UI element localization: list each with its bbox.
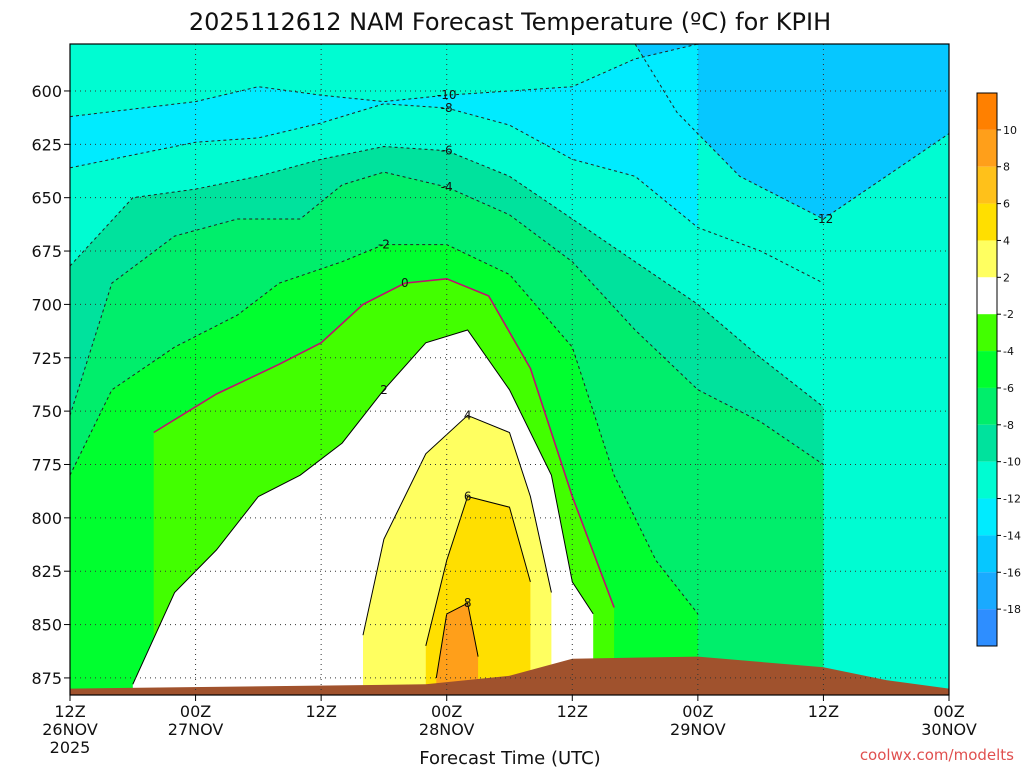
colorbar-swatch [977, 93, 997, 130]
contour-line-0 [153, 277, 615, 608]
colorbar-swatch [977, 203, 997, 241]
contour-label-4: 4 [464, 408, 472, 422]
x-tick-label: 30NOV [921, 720, 977, 739]
colorbar-tick-label: 2 [1003, 271, 1010, 284]
colorbar-swatch [977, 240, 997, 278]
chart-title: 2025112612 NAM Forecast Temperature (ºC)… [189, 8, 831, 36]
y-tick-label: 875 [31, 669, 62, 688]
contour-label-2: 2 [380, 383, 388, 397]
y-tick-label: 700 [31, 295, 62, 314]
colorbar-swatch [977, 461, 997, 499]
colorbar-swatch [977, 535, 997, 573]
colorbar-swatch [977, 166, 997, 204]
colorbar-tick-label: 4 [1003, 234, 1010, 247]
colorbar-tick-label: -6 [1003, 382, 1014, 395]
y-axis: 600 625 650 675 700 725 750 775 800 825 850 875 [31, 82, 70, 688]
y-tick-label: 750 [31, 402, 62, 421]
x-tick-label: 2025 [50, 738, 91, 757]
colorbar-swatch [977, 387, 997, 425]
x-tick-label: 00Z [933, 702, 964, 721]
colorbar-tick-label: -16 [1003, 566, 1021, 579]
y-tick-label: 775 [31, 455, 62, 474]
colorbar-tick-label: -2 [1003, 308, 1014, 321]
credit-text: coolwx.com/modelts [860, 746, 1014, 764]
colorbar-tick-label: 10 [1003, 124, 1017, 137]
y-tick-label: 675 [31, 242, 62, 261]
contour-label--8: -8 [441, 101, 453, 115]
y-tick-label: 650 [31, 189, 62, 208]
plot-frame [69, 43, 950, 696]
contour-label--10: -10 [437, 88, 457, 102]
x-tick-label: 28NOV [419, 720, 475, 739]
y-tick-label: 625 [31, 135, 62, 154]
contour-line-2 [132, 329, 594, 685]
colorbar-swatch [977, 277, 997, 315]
colorbar-swatch [977, 572, 997, 610]
colorbar-tick-label: 6 [1003, 198, 1010, 211]
contour-line--12 [634, 44, 949, 220]
contour-label--2: -2 [378, 238, 390, 252]
colorbar-tick-label: -8 [1003, 419, 1014, 432]
colorbar-swatch [977, 609, 997, 646]
colorbar-tick-label: -14 [1003, 529, 1021, 542]
y-tick-label: 825 [31, 562, 62, 581]
contour-label-8: 8 [464, 596, 472, 610]
y-tick-label: 725 [31, 349, 62, 368]
contour-line--8 [70, 103, 824, 284]
colorbar-frame [976, 92, 998, 647]
colorbar-tick-label: -12 [1003, 493, 1021, 506]
x-tick-label: 27NOV [168, 720, 224, 739]
colorbar: 10 8 6 4 2 -2 -4 -6 -8 -10 -12 -14 -16 -18 [976, 92, 1021, 647]
colorbar-swatch [977, 129, 997, 167]
contour-line--10 [70, 44, 699, 118]
temperature-band-8 [436, 603, 479, 695]
contour-label--4: -4 [441, 180, 453, 194]
colorbar-swatch [977, 351, 997, 388]
contour-label--6: -6 [441, 144, 453, 158]
x-tick-label: 00Z [180, 702, 211, 721]
y-tick-label: 800 [31, 509, 62, 528]
contour-line-8 [435, 602, 479, 678]
contour-line--2 [70, 244, 699, 615]
colorbar-tick-label: -10 [1003, 456, 1021, 469]
contour-label-0: 0 [401, 276, 409, 290]
contour-line--4 [70, 171, 824, 465]
x-tick-label: 12Z [54, 702, 85, 721]
colorbar-tick-label: -4 [1003, 345, 1014, 358]
colorbar-tick-label: -18 [1003, 603, 1021, 616]
contour-label-6: 6 [464, 489, 472, 503]
contour-line-6 [425, 495, 531, 647]
x-axis-label: Forecast Time (UTC) [419, 748, 600, 768]
x-tick-label: 00Z [431, 702, 462, 721]
colorbar-swatch [977, 498, 997, 536]
colorbar-swatch [977, 314, 997, 352]
x-tick-label: 00Z [682, 702, 713, 721]
x-tick-label: 29NOV [670, 720, 726, 739]
x-tick-label: 26NOV [42, 720, 98, 739]
contour-line-4 [362, 414, 552, 636]
x-tick-label: 12Z [305, 702, 336, 721]
x-tick-label: 12Z [557, 702, 588, 721]
temperature-band--12 [635, 44, 949, 219]
y-tick-label: 600 [31, 82, 62, 101]
colorbar-swatch [977, 424, 997, 462]
terrain-fill [70, 656, 949, 695]
x-tick-label: 12Z [808, 702, 839, 721]
y-tick-label: 850 [31, 616, 62, 635]
colorbar-tick-label: 8 [1003, 161, 1010, 174]
